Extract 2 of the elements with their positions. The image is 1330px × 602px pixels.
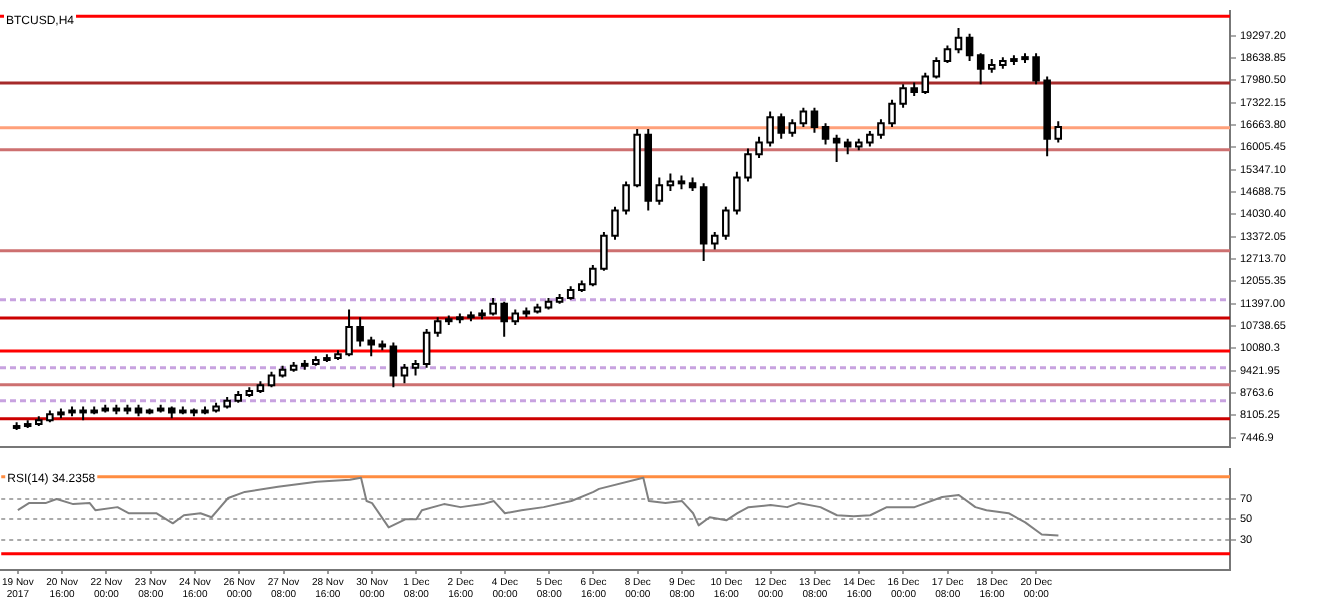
candlestick [832, 133, 841, 163]
candlestick [699, 182, 708, 263]
